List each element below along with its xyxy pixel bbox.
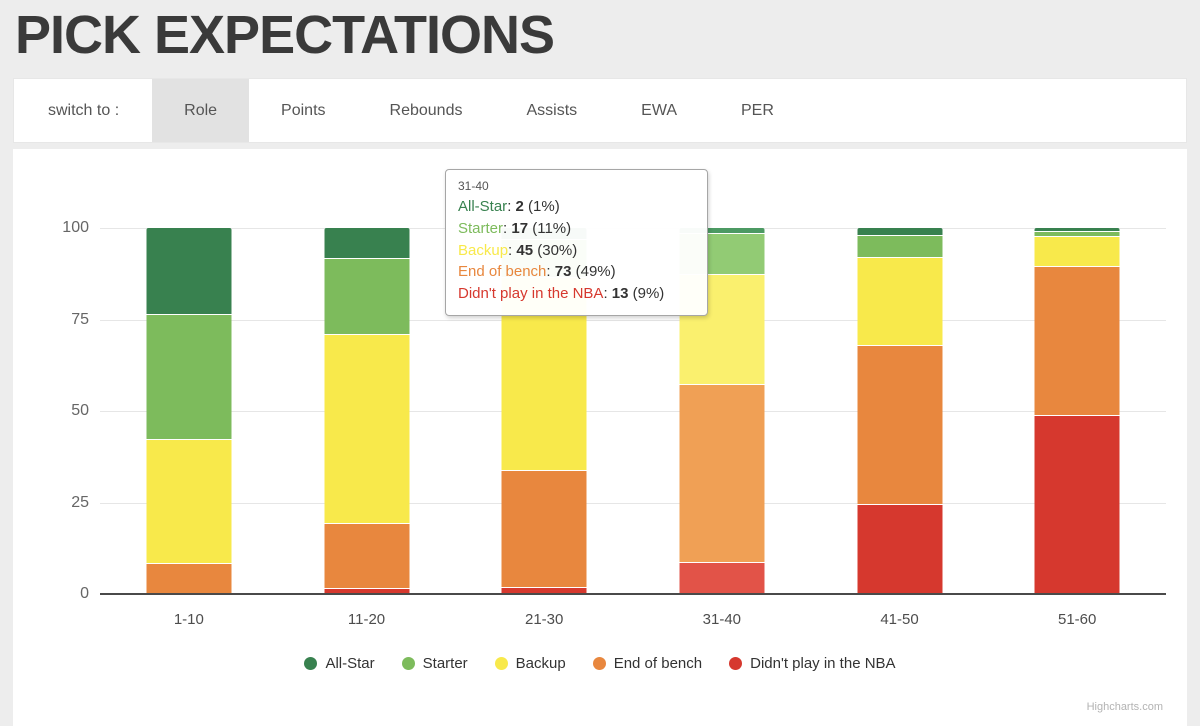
- x-tick-label-51-60: 51-60: [1058, 611, 1097, 628]
- legend-marker-icon: [304, 657, 318, 670]
- category-slot-31-40: [633, 228, 811, 594]
- stacked-bar-11-20: [324, 228, 409, 594]
- legend-label: Backup: [515, 655, 566, 672]
- bar-segment-31-40-end-of-bench[interactable]: [679, 383, 765, 563]
- legend-label: All-Star: [325, 655, 375, 672]
- y-tick-label-50: 50: [71, 402, 89, 419]
- legend-marker-icon: [494, 657, 508, 670]
- category-slot-1-10: [100, 228, 278, 594]
- bar-segment-31-40-all-star[interactable]: [679, 228, 765, 233]
- gridline-75: [100, 319, 1166, 321]
- legend-label: Starter: [422, 655, 468, 672]
- category-slot-51-60: [988, 228, 1166, 594]
- bar-segment-41-50-starter[interactable]: [857, 234, 943, 258]
- y-tick-label-75: 75: [71, 310, 89, 328]
- bar-segment-41-50-all-star[interactable]: [857, 228, 943, 235]
- tab-role[interactable]: Role: [152, 79, 250, 142]
- stacked-bar-31-40: [679, 228, 765, 594]
- category-slot-11-20: [278, 228, 456, 594]
- x-axis-labels: 1-10 11-20 21-30 31-40 41-50 51-60: [100, 611, 1166, 628]
- stacked-bar-1-10: [146, 228, 232, 594]
- tooltip-row-didn-t-play-in-the-nba: Didn't play in the NBA: 13 (9%): [458, 285, 665, 302]
- bar-segment-1-10-end-of-bench[interactable]: [146, 562, 232, 594]
- x-tick-label-1-10: 1-10: [173, 611, 204, 628]
- bar-segment-1-10-starter[interactable]: [146, 314, 232, 439]
- bar-segment-51-60-backup[interactable]: [1034, 236, 1120, 267]
- page-header: PICK EXPECTATIONS: [0, 0, 1200, 78]
- legend-marker-icon: [729, 657, 743, 670]
- legend-item-starter[interactable]: Starter: [401, 655, 468, 672]
- x-tick-label-21-30: 21-30: [524, 611, 564, 628]
- legend-item-end-of-bench[interactable]: End of bench: [592, 655, 703, 672]
- stacked-bar-51-60: [1034, 228, 1120, 594]
- y-axis-labels: 0 25 50 75 100: [13, 149, 89, 726]
- tab-rebounds[interactable]: Rebounds: [389, 101, 463, 119]
- bar-segment-41-50-didn-t-play-in-the-nba[interactable]: [857, 503, 943, 594]
- tooltip-row-backup: Backup: 45 (30%): [458, 241, 578, 259]
- bar-segment-21-30-didn-t-play-in-the-nba[interactable]: [501, 586, 587, 594]
- bar-segment-11-20-backup[interactable]: [324, 334, 409, 523]
- bar-slots: [100, 228, 1166, 594]
- bar-segment-1-10-backup[interactable]: [146, 438, 232, 563]
- x-axis-line: [100, 593, 1166, 595]
- legend-marker-icon: [401, 657, 415, 670]
- tab-assists[interactable]: Assists: [526, 101, 578, 119]
- bar-segment-51-60-didn-t-play-in-the-nba[interactable]: [1034, 414, 1120, 594]
- bar-segment-31-40-didn-t-play-in-the-nba[interactable]: [679, 562, 765, 594]
- y-tick-label-100: 100: [62, 219, 89, 236]
- legend-label: Didn't play in the NBA: [750, 655, 896, 672]
- chart-tooltip: 31-40 All-Star: 2 (1%) Starter: 17 (11%) B…: [445, 169, 708, 316]
- gridline-50: [100, 411, 1166, 412]
- page-title: PICK EXPECTATIONS: [15, 5, 555, 65]
- chart-legend: All-Star Starter Backup End of bench Didn't …: [13, 655, 1187, 672]
- legend-marker-icon: [592, 657, 606, 670]
- bar-segment-11-20-all-star[interactable]: [324, 228, 409, 258]
- x-tick-label-41-50: 41-50: [880, 611, 919, 628]
- bar-segment-51-60-starter[interactable]: [1034, 231, 1120, 237]
- highcharts-credit[interactable]: Highcharts.com: [1086, 701, 1163, 713]
- bar-segment-11-20-end-of-bench[interactable]: [324, 522, 409, 589]
- legend-label: End of bench: [613, 655, 703, 672]
- x-tick-label-31-40: 31-40: [702, 611, 742, 628]
- tooltip-row-all-star: All-Star: 2 (1%): [458, 198, 560, 215]
- tab-points[interactable]: Points: [281, 101, 326, 119]
- tooltip-header: 31-40: [458, 179, 489, 193]
- bar-segment-1-10-all-star[interactable]: [146, 228, 232, 314]
- gridline-25: [100, 502, 1166, 504]
- legend-item-all-star[interactable]: All-Star: [304, 655, 375, 672]
- bar-segment-51-60-all-star[interactable]: [1034, 228, 1120, 232]
- bar-segment-11-20-starter[interactable]: [324, 258, 409, 335]
- legend-item-backup[interactable]: Backup: [494, 655, 566, 672]
- bar-segment-21-30-end-of-bench[interactable]: [501, 469, 587, 587]
- tooltip-row-end-of-bench: End of bench: 73 (49%): [458, 263, 616, 281]
- stacked-bar-41-50: [857, 228, 943, 594]
- tab-per[interactable]: PER: [741, 101, 774, 119]
- switch-to-label: switch to :: [48, 101, 120, 119]
- y-tick-label-0: 0: [80, 585, 89, 602]
- legend-item-didn-t-play-in-the-nba[interactable]: Didn't play in the NBA: [729, 655, 896, 672]
- y-tick-label-25: 25: [71, 493, 89, 511]
- bar-segment-51-60-end-of-bench[interactable]: [1034, 266, 1120, 415]
- bar-segment-41-50-backup[interactable]: [857, 257, 943, 346]
- x-tick-label-11-20: 11-20: [347, 611, 386, 628]
- tab-bar: switch to : Role Points Rebounds Assists EWA…: [13, 78, 1187, 143]
- tooltip-row-starter: Starter: 17 (11%): [458, 219, 572, 237]
- category-slot-41-50: [811, 228, 989, 594]
- tab-ewa[interactable]: EWA: [641, 101, 677, 119]
- chart-panel: 0 25 50 75 100 1-10 11-20 21-30 31-40 41-50 51-60…: [13, 149, 1187, 726]
- plot-area: [100, 228, 1166, 594]
- bar-segment-11-20-didn-t-play-in-the-nba[interactable]: [324, 588, 409, 594]
- bar-segment-41-50-end-of-bench[interactable]: [857, 345, 943, 504]
